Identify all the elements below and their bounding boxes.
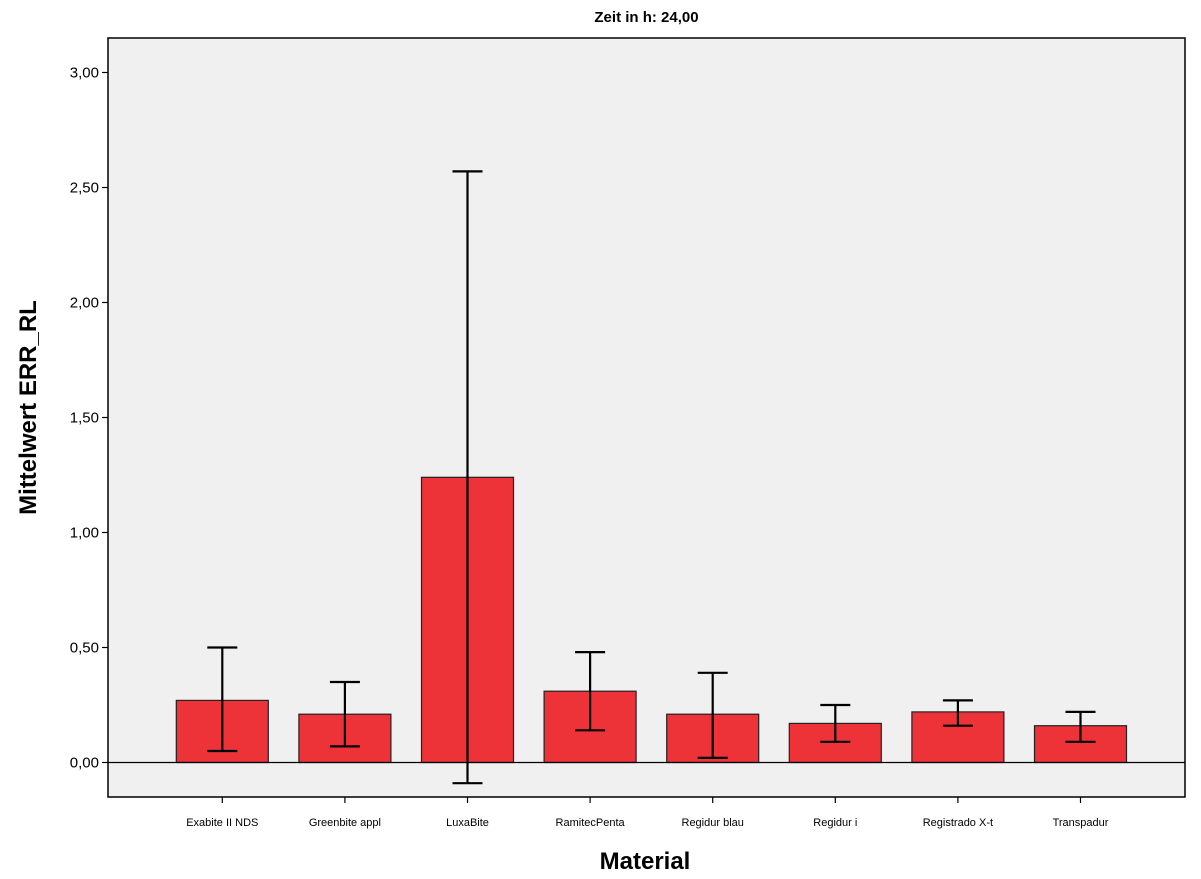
x-axis-ticks: Exabite II NDS Greenbite appl LuxaBite Rami… bbox=[186, 797, 1109, 829]
y-tick-label: 2,00 bbox=[70, 295, 99, 312]
x-tick-label: Transpadur bbox=[1053, 817, 1109, 829]
x-axis-title: Material bbox=[600, 848, 691, 875]
chart-title: Zeit in h: 24,00 bbox=[594, 9, 698, 26]
error-bar bbox=[1065, 710, 1096, 743]
x-tick-label: Greenbite appl bbox=[309, 817, 381, 829]
x-tick-label: LuxaBite bbox=[446, 817, 489, 829]
y-tick-label: 0,00 bbox=[70, 755, 99, 772]
x-tick-label: Regidur blau bbox=[682, 817, 744, 829]
error-bar bbox=[207, 646, 238, 753]
y-tick-label: 2,50 bbox=[70, 180, 99, 197]
error-bar bbox=[329, 680, 360, 748]
error-bar bbox=[575, 650, 606, 732]
plot-area bbox=[107, 37, 1186, 798]
bar bbox=[911, 711, 1005, 764]
y-tick-label: 1,00 bbox=[70, 525, 99, 542]
error-bar bbox=[820, 703, 851, 743]
y-axis-ticks: 0,00 0,50 1,00 1,50 2,00 2,50 3,00 bbox=[70, 65, 108, 772]
x-tick-label: Regidur i bbox=[813, 817, 857, 829]
x-tick-label: Exabite II NDS bbox=[186, 817, 258, 829]
error-bars bbox=[207, 170, 1096, 785]
x-tick-label: RamitecPenta bbox=[556, 817, 626, 829]
y-axis-title: Mittelwert ERR_RL bbox=[15, 300, 42, 515]
y-tick-label: 1,50 bbox=[70, 410, 99, 427]
error-bar bbox=[942, 699, 973, 727]
y-tick-label: 3,00 bbox=[70, 65, 99, 82]
error-bar bbox=[452, 170, 483, 785]
bar bbox=[1033, 725, 1128, 764]
x-tick-label: Registrado X-t bbox=[923, 817, 993, 829]
error-bar bbox=[697, 671, 728, 760]
y-tick-label: 0,50 bbox=[70, 640, 99, 657]
